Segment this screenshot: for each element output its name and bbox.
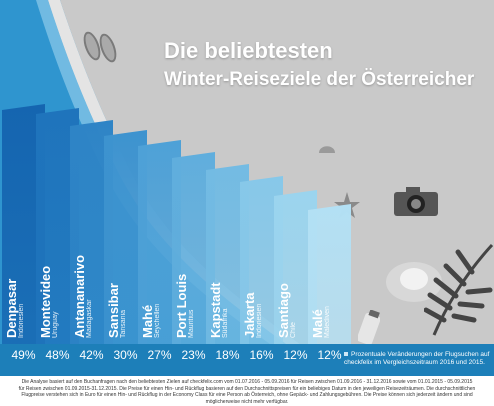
bar-label: Port Louis Mauritius xyxy=(174,273,196,338)
percent-label: 48% xyxy=(45,348,70,362)
country-name: Mauritius xyxy=(188,309,195,338)
city-name: Mahé xyxy=(140,304,155,338)
legend: Prozentuale Veränderungen der Flugsuchen… xyxy=(344,351,492,367)
city-name: Jakarta xyxy=(242,292,257,338)
bar-rank: 02 xyxy=(46,83,69,108)
country-name: Madagaskar xyxy=(86,299,93,338)
country-name: Uruguay xyxy=(52,311,59,338)
sunscreen-icon xyxy=(358,310,380,345)
percent-label: 16% xyxy=(249,348,274,362)
country-name: Tansania xyxy=(120,309,127,338)
percent-label: 12% xyxy=(317,348,342,362)
percent-label: 12% xyxy=(283,348,308,362)
percent-label: 27% xyxy=(147,348,172,362)
country-name: Chile xyxy=(290,322,297,338)
bar-label: Denpasar Indonesien xyxy=(4,278,26,338)
percent-label: 23% xyxy=(181,348,206,362)
city-name: Kapstadt xyxy=(208,282,223,338)
title-line-2: Winter-Reiseziele der Österreicher xyxy=(164,69,475,90)
bar-label: Montevideo Uruguay xyxy=(38,265,60,338)
country-name: Seychellen xyxy=(154,303,161,338)
city-name: Port Louis xyxy=(174,273,189,338)
bar-label: Kapstadt Südafrika xyxy=(208,282,230,338)
percent-label: 49% xyxy=(11,348,36,362)
country-name: Indonesien xyxy=(18,303,25,338)
sun-hat-icon xyxy=(386,262,442,302)
country-name: Malediven xyxy=(324,306,331,338)
city-name: Denpasar xyxy=(4,278,19,338)
city-name: Montevideo xyxy=(38,265,53,338)
bar-label: Mahé Seychellen xyxy=(140,303,162,338)
city-name: Santiago xyxy=(276,283,291,338)
title-line-1: Die beliebtesten xyxy=(164,38,333,63)
legend-marker-icon xyxy=(344,352,348,357)
bar-rank: 01 xyxy=(12,79,35,104)
bar-label: Jakarta Indonesien xyxy=(242,292,264,338)
bar-label: Malé Malediven xyxy=(310,306,332,338)
city-name: Sansibar xyxy=(106,283,121,338)
percent-label: 42% xyxy=(79,348,104,362)
percent-strip xyxy=(0,344,494,376)
bar-label: Sansibar Tansania xyxy=(106,283,128,338)
bar-10: 10 Malé Malediven xyxy=(308,204,351,344)
percent-label: 30% xyxy=(113,348,138,362)
bar-label: Antananarivo Madagaskar xyxy=(72,254,94,338)
camera-icon xyxy=(394,187,438,216)
chart-title: Die beliebtesten Winter-Reiseziele der Ö… xyxy=(164,38,474,92)
country-name: Indonesien xyxy=(256,303,263,338)
palm-leaf-icon xyxy=(424,243,494,336)
flip-flops-icon xyxy=(83,31,117,63)
legend-text: Prozentuale Veränderungen der Flugsuchen… xyxy=(344,351,490,366)
percent-row: 49% 48% 42% 30% 27% 23% 18% 16% 12% 12% xyxy=(0,344,494,370)
country-name: Südafrika xyxy=(222,308,229,338)
footnote: Die Analyse basiert auf den Buchanfragen… xyxy=(0,376,494,406)
bar-label: Santiago Chile xyxy=(276,283,298,338)
percent-label: 18% xyxy=(215,348,240,362)
shell-icon xyxy=(319,146,335,153)
city-name: Antananarivo xyxy=(72,254,87,338)
city-name: Malé xyxy=(310,309,325,338)
